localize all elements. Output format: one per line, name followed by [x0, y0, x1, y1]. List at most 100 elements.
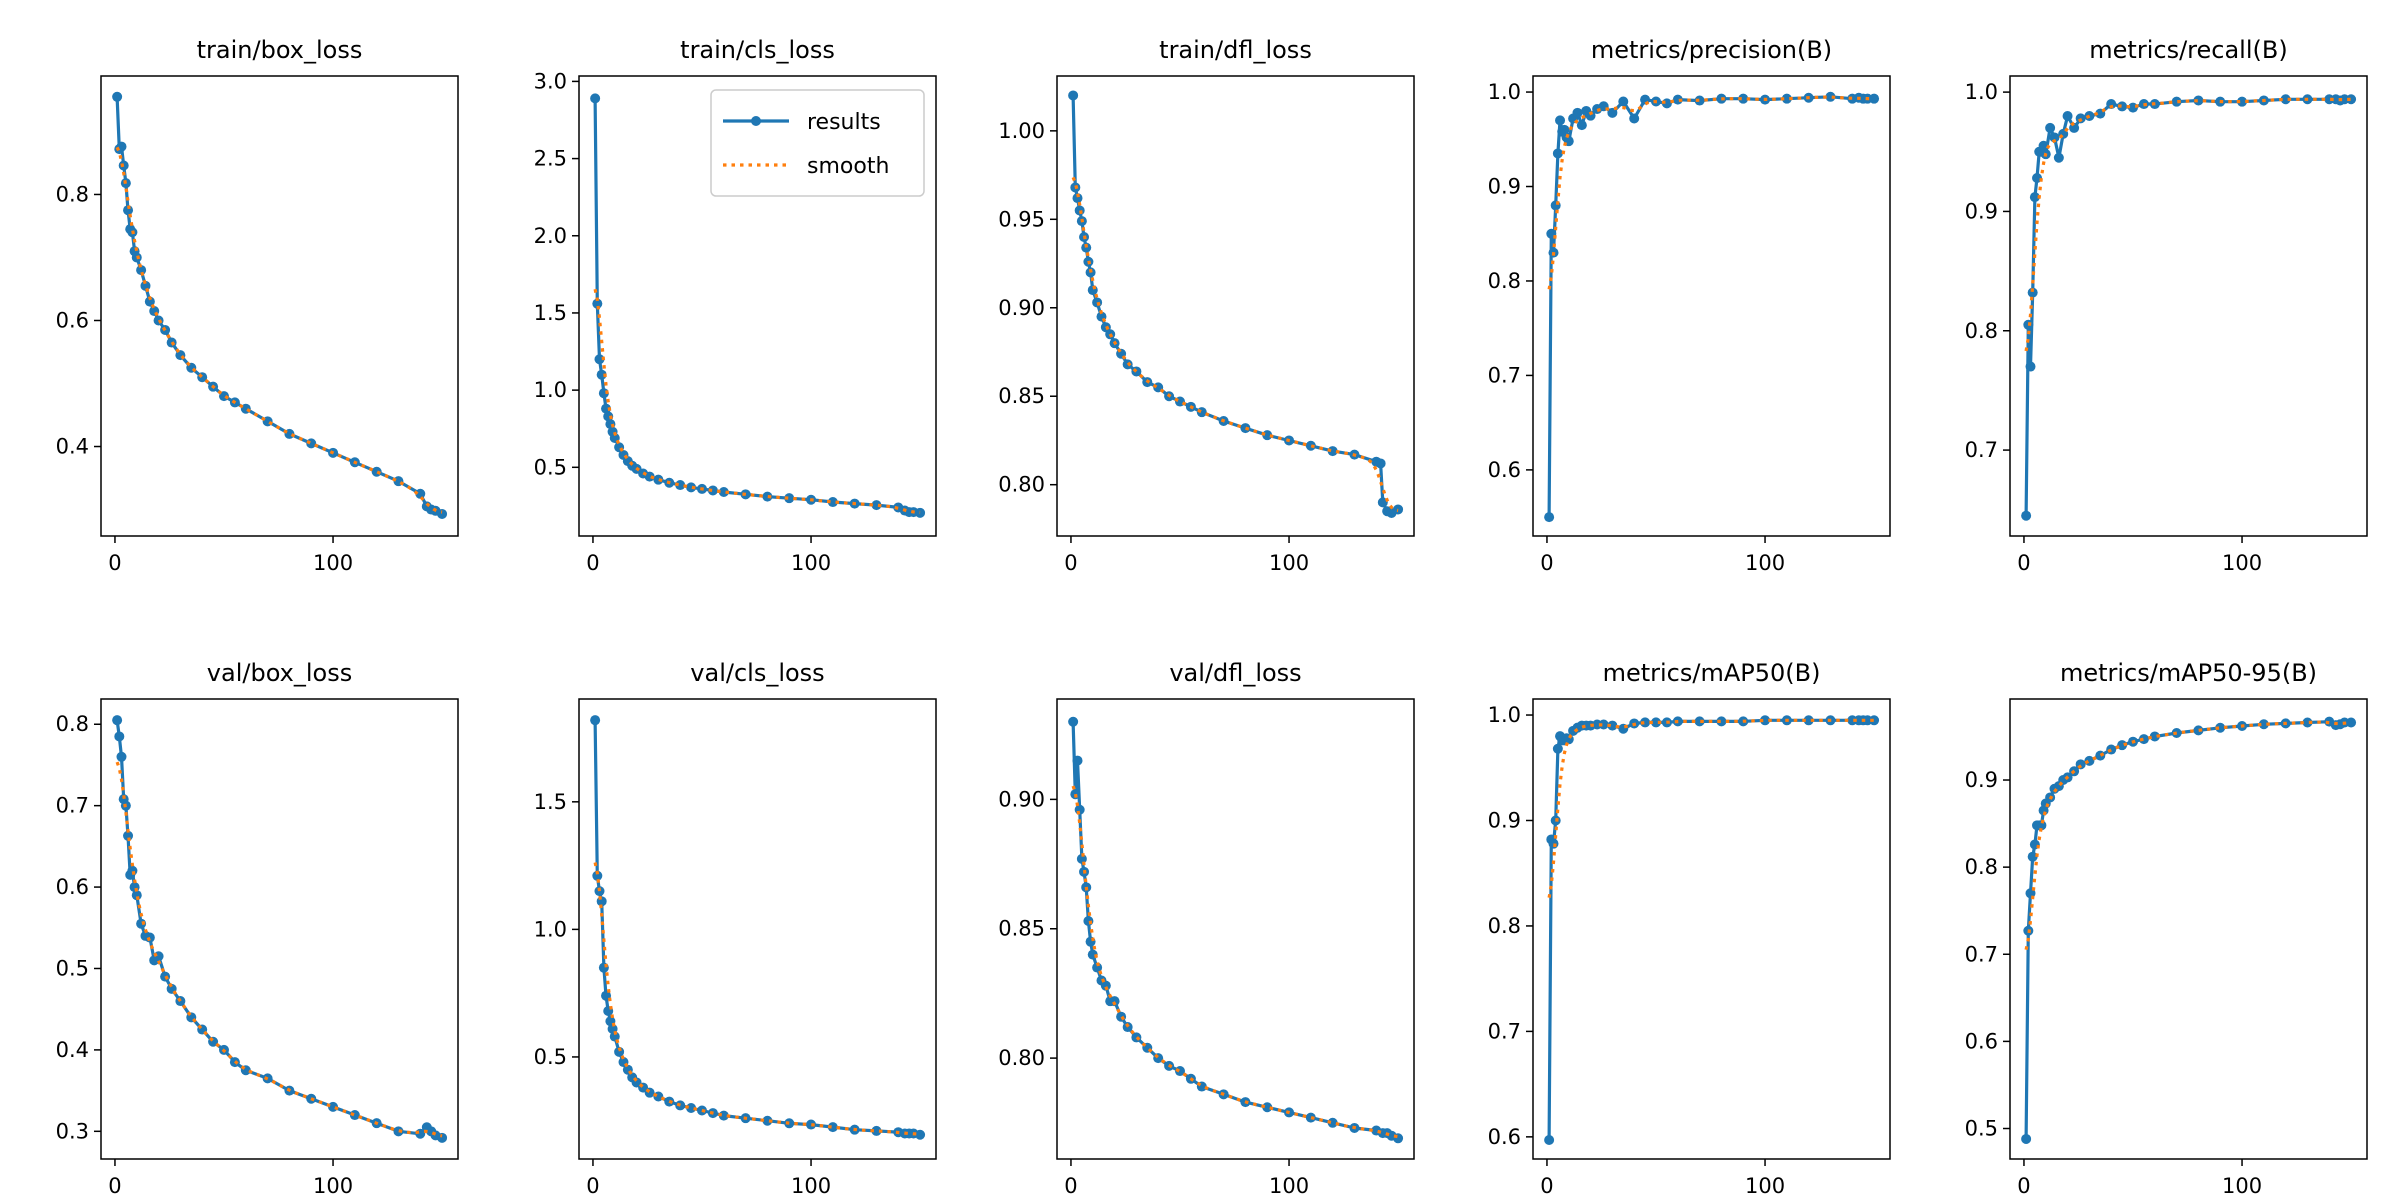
subplot-val-box-loss: val/box_loss 0.3 0.4 0.5 0.6 0.7 0.8 0 100	[56, 659, 459, 1198]
y-tick-label: 0.85	[998, 917, 1045, 941]
x-tick-label: 0	[1064, 1174, 1077, 1198]
results-point	[2106, 99, 2117, 110]
legend-smooth-label: smooth	[807, 154, 889, 179]
axes-frame	[1532, 698, 1891, 1160]
results-point	[1672, 94, 1683, 105]
axes-frame	[1532, 75, 1891, 537]
smooth-line	[1547, 718, 1875, 898]
y-tick-label: 0.6	[56, 308, 89, 332]
results-point	[2346, 94, 2357, 105]
results-point	[871, 500, 882, 511]
results-line	[1547, 95, 1875, 518]
results-point	[915, 1129, 926, 1140]
axes-frame	[100, 698, 459, 1160]
x-tick-label: 0	[108, 1174, 121, 1198]
results-point	[1694, 716, 1705, 727]
x-tick-label: 100	[1745, 1174, 1785, 1198]
results-point	[1760, 715, 1771, 726]
results-point	[1781, 93, 1792, 104]
results-point	[2038, 140, 2049, 151]
y-tick-label: 0.9	[1965, 199, 1998, 223]
smooth-line	[2024, 720, 2352, 951]
y-tick-label: 0.8	[1488, 269, 1521, 293]
subplot-title: train/box_loss	[197, 36, 363, 64]
subplot-title: metrics/recall(B)	[2089, 36, 2287, 64]
x-tick-label: 0	[1540, 1174, 1553, 1198]
smooth-line	[593, 862, 921, 1136]
results-point	[590, 93, 601, 104]
plot-area	[1068, 716, 1404, 1144]
legend-results-label: results	[807, 110, 881, 135]
results-point	[871, 1125, 882, 1136]
results-point	[415, 488, 426, 499]
results-point	[1544, 1135, 1555, 1146]
y-tick-label: 0.5	[534, 1045, 567, 1069]
results-point	[1869, 715, 1880, 726]
y-tick-label: 1.0	[1965, 80, 1998, 104]
results-point	[1572, 107, 1583, 118]
results-point	[653, 474, 664, 485]
y-tick-label: 0.7	[1965, 438, 1998, 462]
subplot-title: metrics/mAP50-95(B)	[2060, 659, 2317, 687]
results-point	[1618, 96, 1629, 107]
y-tick-label: 0.5	[56, 956, 89, 980]
smooth-line	[1071, 176, 1399, 513]
plot-area	[1068, 90, 1404, 518]
results-line	[1071, 95, 1399, 515]
results-line	[1071, 721, 1399, 1140]
y-tick-label: 0.9	[1488, 808, 1521, 832]
results-point	[1131, 366, 1142, 377]
results-point	[762, 491, 773, 502]
subplot-metrics-map50-b: metrics/mAP50(B) 0.6 0.7 0.8 0.9 1.0 0 100	[1488, 659, 1891, 1198]
results-line	[115, 719, 443, 1140]
results-point	[2258, 719, 2269, 730]
plot-area	[112, 715, 448, 1143]
results-point	[2193, 725, 2204, 736]
plot-area	[2021, 716, 2357, 1144]
x-tick-label: 0	[586, 551, 599, 575]
results-point	[1327, 1117, 1338, 1128]
results-point	[1544, 512, 1555, 523]
smooth-line	[2024, 97, 2352, 352]
results-point	[1081, 242, 1092, 253]
plot-area	[1544, 91, 1880, 523]
results-point	[2029, 192, 2040, 203]
results-point	[806, 1119, 817, 1130]
results-point	[2027, 851, 2038, 862]
results-point	[2171, 96, 2182, 107]
y-tick-label: 3.0	[534, 69, 567, 93]
results-point	[2095, 750, 2106, 761]
results-point	[2053, 152, 2064, 163]
subplot-title: train/cls_loss	[680, 36, 835, 64]
axes-frame	[1056, 698, 1415, 1160]
results-point	[1563, 734, 1574, 745]
y-tick-label: 0.9	[1488, 175, 1521, 199]
results-point	[707, 485, 718, 496]
y-tick-label: 1.5	[534, 301, 567, 325]
plot-area	[1544, 715, 1880, 1146]
results-point	[1092, 297, 1103, 308]
subplot-metrics-recall-b: metrics/recall(B) 0.7 0.8 0.9 1.0 0 100	[1965, 36, 2368, 575]
x-tick-label: 100	[2222, 1174, 2262, 1198]
results-line	[2024, 97, 2352, 516]
smooth-line	[1071, 785, 1399, 1139]
y-tick-label: 0.7	[1488, 1019, 1521, 1043]
subplot-train-cls-loss: train/cls_loss 0.5 1.0 1.5 2.0 2.5 3.0 0 100 resu…	[534, 36, 937, 575]
results-point	[2045, 122, 2056, 133]
y-tick-label: 0.3	[56, 1119, 89, 1143]
subplot-val-dfl-loss: val/dfl_loss 0.80 0.85 0.90 0 100	[998, 659, 1415, 1198]
axes-frame	[2009, 75, 2368, 537]
results-point	[2049, 132, 2060, 143]
results-point	[1598, 719, 1609, 730]
results-point	[1629, 113, 1640, 124]
results-point	[116, 751, 127, 762]
y-tick-label: 1.0	[1488, 703, 1521, 727]
results-point	[2149, 731, 2160, 742]
results-point	[1552, 743, 1563, 754]
subplot-title: metrics/mAP50(B)	[1603, 659, 1821, 687]
results-point	[1327, 446, 1338, 457]
results-point	[590, 715, 601, 726]
x-tick-label: 0	[2017, 1174, 2030, 1198]
results-point	[2106, 744, 2117, 755]
results-point	[144, 296, 155, 307]
